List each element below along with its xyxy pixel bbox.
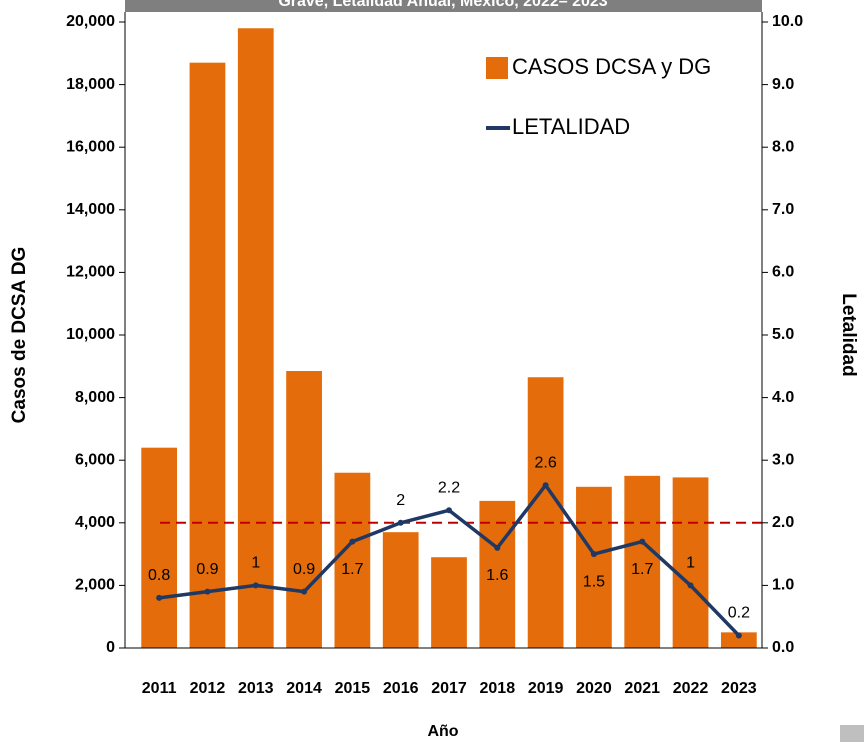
line-point bbox=[204, 588, 211, 595]
x-tick-label: 2018 bbox=[480, 680, 516, 697]
title-bar bbox=[125, 0, 762, 12]
bar bbox=[527, 377, 564, 648]
y-tick-label: 18,000 bbox=[66, 76, 115, 93]
line-point bbox=[735, 632, 742, 639]
data-label: 2 bbox=[396, 492, 405, 509]
x-tick-label: 2017 bbox=[431, 680, 467, 697]
x-axis-label: Año bbox=[427, 723, 458, 740]
y2-tick-label: 8.0 bbox=[772, 138, 794, 155]
y-tick-label: 14,000 bbox=[66, 201, 115, 218]
y2-tick-label: 1.0 bbox=[772, 577, 794, 594]
bar bbox=[431, 557, 467, 648]
x-tick-label: 2016 bbox=[383, 680, 419, 697]
x-tick-label: 2021 bbox=[624, 680, 660, 697]
x-tick-label: 2013 bbox=[238, 680, 274, 697]
data-label: 2.2 bbox=[438, 479, 460, 496]
bar bbox=[286, 370, 322, 648]
y2-axis-label: Letalidad bbox=[838, 293, 859, 376]
y2-tick-label: 3.0 bbox=[772, 451, 794, 468]
y2-tick-label: 4.0 bbox=[772, 389, 794, 406]
legend-label: CASOS DCSA y DG bbox=[512, 54, 711, 79]
line-point bbox=[446, 507, 452, 514]
line-point bbox=[542, 482, 549, 489]
line-point bbox=[301, 588, 308, 595]
bar bbox=[334, 472, 371, 648]
data-label: 1 bbox=[686, 555, 695, 572]
bar bbox=[479, 500, 516, 648]
corner-decoration bbox=[840, 725, 864, 742]
legend-swatch bbox=[486, 57, 508, 79]
data-label: 1 bbox=[251, 555, 260, 572]
line-point bbox=[397, 519, 404, 526]
y2-tick-label: 9.0 bbox=[772, 76, 794, 93]
x-tick-label: 2014 bbox=[286, 680, 322, 697]
bar bbox=[672, 477, 709, 648]
data-label: 0.9 bbox=[293, 561, 315, 578]
data-label: 0.9 bbox=[196, 561, 218, 578]
y-tick-label: 16,000 bbox=[66, 138, 115, 155]
data-label: 0.8 bbox=[148, 567, 170, 584]
legend-label: LETALIDAD bbox=[512, 114, 630, 139]
line-point bbox=[156, 594, 163, 601]
x-tick-label: 2015 bbox=[335, 680, 371, 697]
line-point bbox=[349, 538, 356, 545]
bar bbox=[624, 475, 661, 648]
y2-tick-label: 7.0 bbox=[772, 201, 794, 218]
y-tick-label: 6,000 bbox=[75, 451, 115, 468]
bar bbox=[720, 632, 757, 648]
x-tick-label: 2020 bbox=[576, 680, 612, 697]
y2-tick-label: 10.0 bbox=[772, 13, 803, 30]
data-label: 1.6 bbox=[486, 567, 508, 584]
y-tick-label: 2,000 bbox=[75, 577, 115, 594]
y-tick-label: 8,000 bbox=[75, 389, 115, 406]
data-label: 1.7 bbox=[631, 561, 653, 578]
data-label: 1.5 bbox=[583, 573, 605, 590]
y-tick-label: 20,000 bbox=[66, 13, 115, 30]
y-axis-label: Casos de DCSA DG bbox=[9, 247, 30, 424]
y-tick-label: 10,000 bbox=[66, 326, 115, 343]
bar bbox=[141, 447, 178, 648]
y-tick-label: 0 bbox=[106, 639, 115, 656]
x-tick-label: 2019 bbox=[528, 680, 564, 697]
y2-tick-label: 0.0 bbox=[772, 639, 794, 656]
line-point bbox=[590, 551, 597, 558]
y2-tick-label: 5.0 bbox=[772, 326, 794, 343]
x-tick-label: 2012 bbox=[190, 680, 226, 697]
y2-tick-label: 6.0 bbox=[772, 264, 794, 281]
data-label: 2.6 bbox=[534, 454, 556, 471]
y2-tick-label: 2.0 bbox=[772, 514, 794, 531]
line-point bbox=[639, 538, 646, 545]
line-point bbox=[252, 582, 259, 589]
line-point bbox=[494, 544, 501, 551]
x-tick-label: 2011 bbox=[142, 680, 177, 697]
line-point bbox=[687, 582, 694, 589]
data-label: 0.2 bbox=[728, 605, 750, 622]
chart-title: Grave, Letalidad Anual, México, 2022– 20… bbox=[278, 0, 607, 10]
data-label: 1.7 bbox=[341, 561, 363, 578]
bar bbox=[382, 532, 419, 648]
x-tick-label: 2023 bbox=[721, 680, 757, 697]
bar bbox=[576, 486, 612, 648]
bar bbox=[189, 62, 226, 648]
bar bbox=[237, 28, 274, 648]
y-tick-label: 4,000 bbox=[75, 514, 115, 531]
y-tick-label: 12,000 bbox=[66, 264, 115, 281]
x-tick-label: 2022 bbox=[673, 680, 709, 697]
